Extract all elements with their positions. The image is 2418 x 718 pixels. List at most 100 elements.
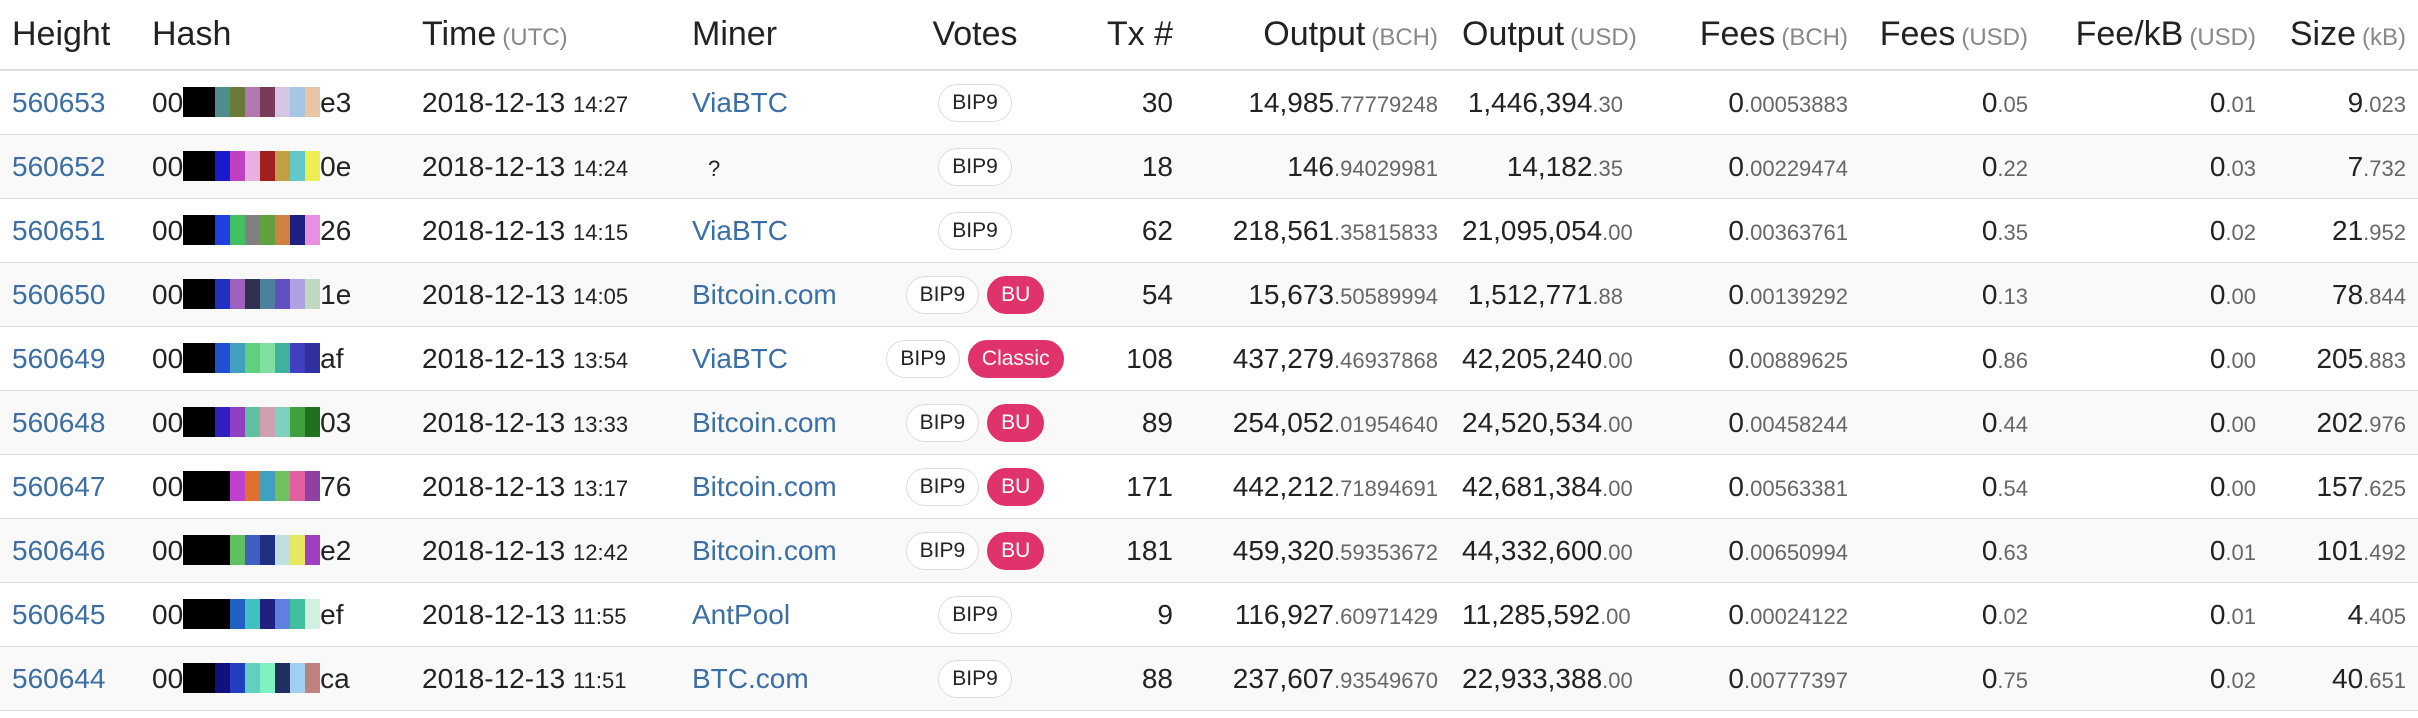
fees-bch-cell: 0.00563381 [1635,454,1860,519]
hash-cell: 00 26 [140,198,410,263]
output-usd-cell: 22,933,388.00 [1450,646,1635,711]
hash-block [260,214,276,245]
vote-badge: BU [987,531,1045,570]
column-header: Tx # [1090,0,1185,71]
time-cell: 2018-12-13 13:33 [410,390,680,455]
output-bch-frac: .94029981 [1334,155,1438,181]
size-cell: 9.023 [2268,70,2418,135]
miner-link[interactable]: AntPool [692,598,791,630]
height-link[interactable]: 560652 [12,150,106,182]
vote-badge: BIP9 [938,211,1012,250]
height-link[interactable]: 560650 [12,278,106,310]
fee-kb-cell: 0.02 [2040,646,2268,711]
hash-prefix: 00 [152,214,184,246]
miner-link[interactable]: Bitcoin.com [692,470,837,502]
fees-bch-frac: .00024122 [1744,603,1848,629]
height-link[interactable]: 560649 [12,342,106,374]
miner-link[interactable]: Bitcoin.com [692,534,837,566]
fees-usd-frac: .75 [1997,667,2028,693]
output-bch-cell: 437,279.46937868 [1185,326,1450,391]
vote-badge: BIP9 [905,403,980,442]
block-row: 560653 00 e3 2018-12-13 14:27 ViaBTC BIP9 30 14… [0,70,2418,135]
height-link[interactable]: 560653 [12,86,106,118]
hash-block [183,278,216,309]
hash-block [275,278,291,309]
hash-suffix: 03 [320,406,352,438]
output-bch-cell: 116,927.60971429 [1185,582,1450,647]
header-unit: (BCH) [1371,24,1438,51]
tx-count: 89 [1090,390,1185,455]
column-header: Output (BCH) [1185,0,1450,71]
hash-block [275,214,291,245]
block-row: 560649 00 af 2018-12-13 13:54 ViaBTC BIP9 Clas… [0,326,2418,391]
fees-usd-int: 0 [1981,470,1998,502]
miner-cell: Bitcoin.com [680,390,860,455]
miner-cell: AntPool [680,582,860,647]
hash-block [305,534,321,565]
fee-kb-frac: .03 [2225,155,2256,181]
size-int: 21 [2332,214,2364,246]
hash-block [260,278,276,309]
hash-block [305,150,321,181]
size-int: 7 [2347,150,2364,182]
output-bch-cell: 14,985.77779248 [1185,70,1450,135]
miner-link[interactable]: Bitcoin.com [692,278,837,310]
hash-block [260,598,276,629]
hash-block [215,214,231,245]
hash-block [183,534,216,565]
miner-link[interactable]: ViaBTC [692,342,788,374]
output-bch-int: 254,052 [1232,406,1334,438]
votes-cell: BIP9 BU [860,262,1090,327]
hash-block [215,598,231,629]
hash-suffix: 0e [320,150,352,182]
height-link[interactable]: 560647 [12,470,106,502]
output-usd-frac: .00 [1602,475,1633,501]
hash-block [230,406,246,437]
height-cell: 560652 [0,134,140,199]
height-cell: 560645 [0,582,140,647]
height-link[interactable]: 560648 [12,406,106,438]
output-bch-frac: .50589994 [1334,283,1438,309]
hash-block [215,150,231,181]
fees-usd-cell: 0.54 [1860,454,2040,519]
miner-link[interactable]: BTC.com [692,662,809,694]
hash-prefix: 00 [152,662,184,694]
hash-block [245,214,261,245]
output-bch-frac: .60971429 [1334,603,1438,629]
time-date: 2018-12-13 [422,406,566,438]
time-clock: 11:51 [573,667,627,693]
output-usd-cell: 44,332,600.00 [1450,518,1635,583]
votes-cell: BIP9 BU [860,390,1090,455]
vote-badge: BIP9 [905,467,980,506]
header-unit: (BCH) [1781,24,1848,51]
fee-kb-int: 0 [2209,470,2226,502]
fee-kb-int: 0 [2209,598,2226,630]
output-usd-int: 24,520,534 [1462,406,1603,438]
miner-link[interactable]: ViaBTC [692,214,788,246]
hash-cell: 00 af [140,326,410,391]
hash-block [230,534,246,565]
height-link[interactable]: 560646 [12,534,106,566]
hash-block [245,406,261,437]
header-label: Fees [1879,15,1956,53]
block-row: 560652 00 0e 2018-12-13 14:24? BIP9 18 146.940… [0,134,2418,199]
output-usd-int: 21,095,054 [1462,214,1603,246]
tx-count: 181 [1090,518,1185,583]
hash-block [290,534,306,565]
height-link[interactable]: 560644 [12,662,106,694]
miner-cell: ViaBTC [680,70,860,135]
height-link[interactable]: 560645 [12,598,106,630]
column-header: Miner [680,0,860,71]
fees-bch-cell: 0.00777397 [1635,646,1860,711]
fees-usd-int: 0 [1981,86,1998,118]
hash-block [230,598,246,629]
output-usd-frac: .88 [1592,283,1623,309]
hash-cell: 00 03 [140,390,410,455]
time-clock: 13:17 [573,475,629,501]
miner-link[interactable]: Bitcoin.com [692,406,837,438]
fees-bch-cell: 0.00650994 [1635,518,1860,583]
column-header: Height [0,0,140,71]
height-link[interactable]: 560651 [12,214,106,246]
miner-link[interactable]: ViaBTC [692,86,788,118]
fee-kb-int: 0 [2209,342,2226,374]
